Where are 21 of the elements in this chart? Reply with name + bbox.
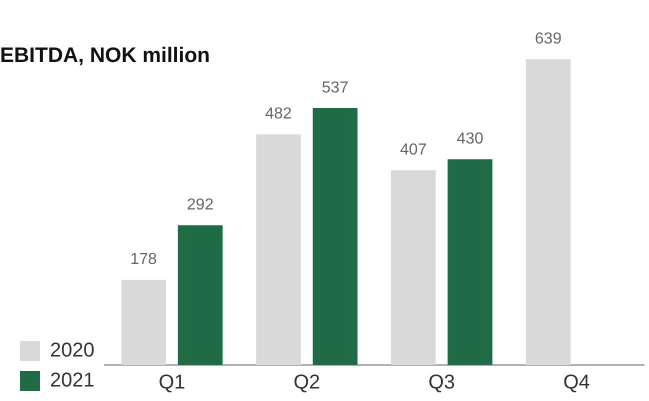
legend-label: 2020 — [50, 340, 94, 362]
data-label: 537 — [322, 79, 349, 96]
x-tick-label: Q4 — [563, 372, 590, 394]
bar — [312, 108, 358, 365]
data-label: 430 — [456, 130, 484, 148]
bar — [448, 159, 492, 365]
data-label: 178 — [130, 251, 158, 268]
data-label: 292 — [186, 196, 214, 214]
x-tick-label: Q2 — [293, 372, 320, 394]
bar — [256, 134, 301, 365]
bar — [178, 225, 223, 365]
bar — [121, 280, 166, 365]
x-tick-label: Q1 — [158, 372, 186, 394]
data-label: 639 — [534, 30, 562, 48]
chart-title: EBITDA, NOK million — [0, 44, 210, 68]
data-label: 407 — [400, 142, 427, 159]
legend-label: 2021 — [50, 370, 94, 392]
data-label: 482 — [265, 106, 292, 123]
bar — [526, 59, 571, 365]
x-tick-label: Q3 — [428, 372, 456, 394]
bar — [390, 170, 436, 365]
